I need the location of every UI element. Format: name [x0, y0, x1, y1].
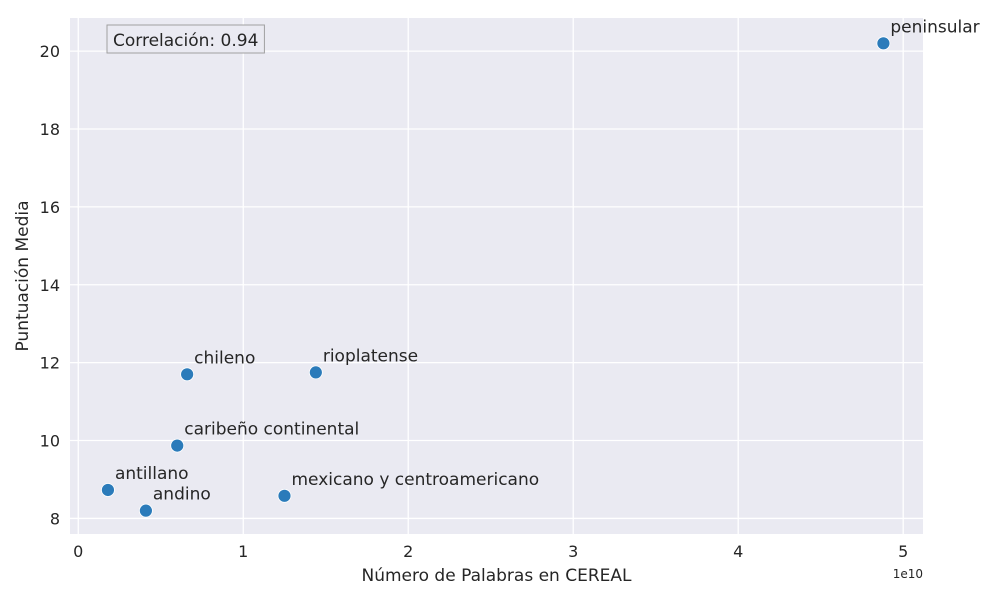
point-label: antillano: [115, 464, 189, 484]
x-tick-label: 1: [238, 542, 248, 561]
point-label: peninsular: [890, 17, 979, 37]
y-tick-label: 20: [40, 42, 60, 61]
x-axis-offset-label: 1e10: [893, 567, 923, 581]
data-point: [180, 367, 195, 382]
data-point: [277, 488, 292, 503]
correlation-box-frame: [106, 24, 265, 54]
y-tick-label: 8: [50, 509, 60, 528]
y-axis-ticks: 8 10 12 14 16 18 20: [40, 42, 60, 528]
y-axis-title: Puntuación Media: [13, 200, 33, 351]
data-point: [876, 36, 891, 51]
y-tick-label: 12: [40, 354, 60, 373]
y-tick-label: 16: [40, 198, 60, 217]
y-tick-label: 18: [40, 120, 60, 139]
point-label: rioplatense: [323, 346, 418, 366]
correlation-box: Correlación: 0.94: [106, 24, 265, 54]
plot-area: [70, 18, 923, 534]
data-point: [308, 365, 323, 380]
point-label: mexicano y centroamericano: [291, 470, 539, 490]
x-tick-label: 2: [403, 542, 413, 561]
x-axis-ticks: 0 1 2 3 4 5: [73, 542, 908, 561]
point-label: caribeño continental: [184, 420, 359, 440]
x-tick-label: 5: [898, 542, 908, 561]
point-label: chileno: [194, 348, 255, 368]
x-axis-title: Número de Palabras en CEREAL: [362, 566, 633, 586]
data-point: [170, 438, 185, 453]
correlation-text: Correlación: 0.94: [113, 31, 258, 51]
data-point: [101, 483, 115, 497]
data-point: [138, 503, 153, 518]
y-tick-label: 10: [40, 432, 60, 451]
x-tick-label: 3: [568, 542, 578, 561]
grid-lines: [70, 18, 923, 534]
x-tick-label: 4: [733, 542, 743, 561]
x-tick-label: 0: [73, 542, 83, 561]
point-label: andino: [153, 485, 211, 505]
data-points: peninsular rioplatense chileno caribeño con…: [101, 17, 980, 518]
y-tick-label: 14: [40, 276, 60, 295]
